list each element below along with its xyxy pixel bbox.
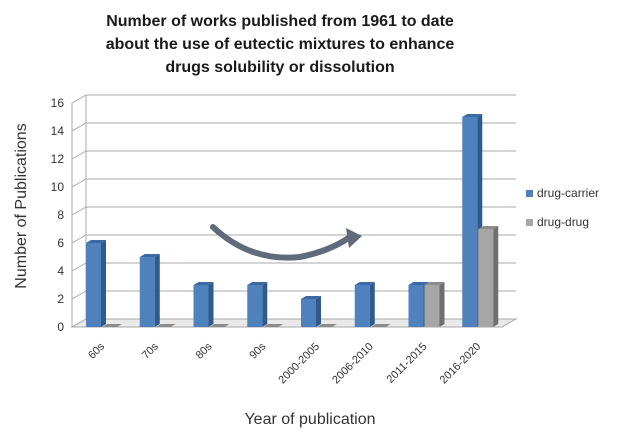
x-tick-label: 60s [86,340,107,361]
bar-front [354,285,370,327]
bar-front [462,117,478,327]
chart-title-line-2: about the use of eutectic mixtures to en… [105,36,455,53]
grid-layer [71,94,516,328]
bar-front [139,257,155,327]
y-tick-labels: 0 2 4 6 8 10 12 14 16 [51,96,65,334]
legend: drug-carrier drug-drug [526,186,599,229]
bar-top [263,324,284,327]
gridline-depth [71,206,87,216]
y-tick-label: 8 [57,208,64,222]
chart-title-line-1: Number of works published from 1961 to d… [106,13,454,30]
gridline-depth [71,234,87,244]
bar-drug-drug-2006-2010 [370,324,391,327]
bar-top [478,226,499,229]
y-tick-label: 16 [51,96,65,110]
bar-side [208,282,214,327]
x-axis-label: Year of publication [244,411,375,428]
chart-floor [70,318,518,328]
x-tick-label: 90s [247,340,268,361]
x-tick-label: 2000-2005 [276,341,322,387]
bar-drug-carrier-70s [139,254,160,327]
y-tick-label: 4 [57,264,64,278]
bar-drug-drug-60s [102,324,122,327]
gridline-depth [71,290,87,300]
bar-top [408,282,429,285]
x-tick-label: 2011-2015 [385,341,430,386]
bar-top [354,282,375,285]
bar-side [154,254,160,327]
bar-front [247,285,263,327]
bar-front [193,285,209,327]
legend-swatch-drug-carrier [526,190,533,197]
bar-top [247,282,268,285]
bar-top [86,240,106,243]
bar-top [193,282,214,285]
bar-drug-carrier-80s [193,282,214,327]
y-tick-label: 14 [51,124,65,138]
bar-top [155,324,176,327]
bar-drug-drug-2011-2015 [424,282,445,327]
bar-front [86,243,101,327]
bar-top [209,324,230,327]
y-tick-label: 2 [57,292,64,306]
y-tick-label: 0 [57,320,64,334]
floor-plane [70,318,518,328]
bar-top [370,324,391,327]
bar-top [317,324,337,327]
bar-top [424,282,445,285]
x-tick-labels: 60s 70s 80s 90s 2000-2005 2006-2010 2011-2015 2… [86,340,483,386]
bar-side [262,282,268,327]
chart-title-line-3: drugs solubility or dissolution [165,59,395,76]
trend-arrow-icon [210,224,353,261]
gridline-depth [71,122,87,132]
x-tick-label: 2016-2020 [438,341,484,387]
gridline-depth [71,178,87,188]
bar-side [101,240,106,327]
bar-drug-carrier-2006-2010 [354,282,375,327]
gridline-depth [71,150,87,160]
gridline-depth [71,94,87,104]
bar-top [102,324,122,327]
bar-side [369,282,375,327]
legend-label-drug-drug: drug-drug [537,215,589,229]
y-axis-label: Number of Publications [13,123,30,288]
bar-front [478,229,494,327]
bar-drug-carrier-2000-2005 [301,296,321,327]
bar-drug-drug-70s [155,324,176,327]
x-tick-label: 80s [194,340,215,361]
chart-title: Number of works published from 1961 to d… [40,10,520,79]
bar-top [301,296,321,299]
bar-front [301,299,316,327]
bar-drug-drug-90s [263,324,284,327]
legend-label-drug-carrier: drug-carrier [537,186,599,200]
gridline-depth [71,262,87,272]
bar-top [462,114,483,117]
bar-front [408,285,424,327]
bar-side [439,282,445,327]
bar-drug-carrier-60s [86,240,106,327]
x-tick-label: 70s [140,340,161,361]
bar-drug-drug-2000-2005 [317,324,337,327]
bar-drug-carrier-90s [247,282,268,327]
bar-side [493,226,499,327]
bar-side [316,296,321,327]
bar-front [424,285,440,327]
bar-drug-drug-2016-2020 [478,226,499,327]
y-tick-label: 6 [57,236,64,250]
y-tick-label: 10 [51,180,65,194]
x-tick-label: 2006-2010 [330,341,376,387]
bar-top [139,254,160,257]
y-tick-label: 12 [51,152,65,166]
bar-drug-drug-80s [209,324,230,327]
trend-arrow-head-icon [346,228,362,248]
legend-swatch-drug-drug [526,219,533,226]
bars-layer [86,114,499,327]
